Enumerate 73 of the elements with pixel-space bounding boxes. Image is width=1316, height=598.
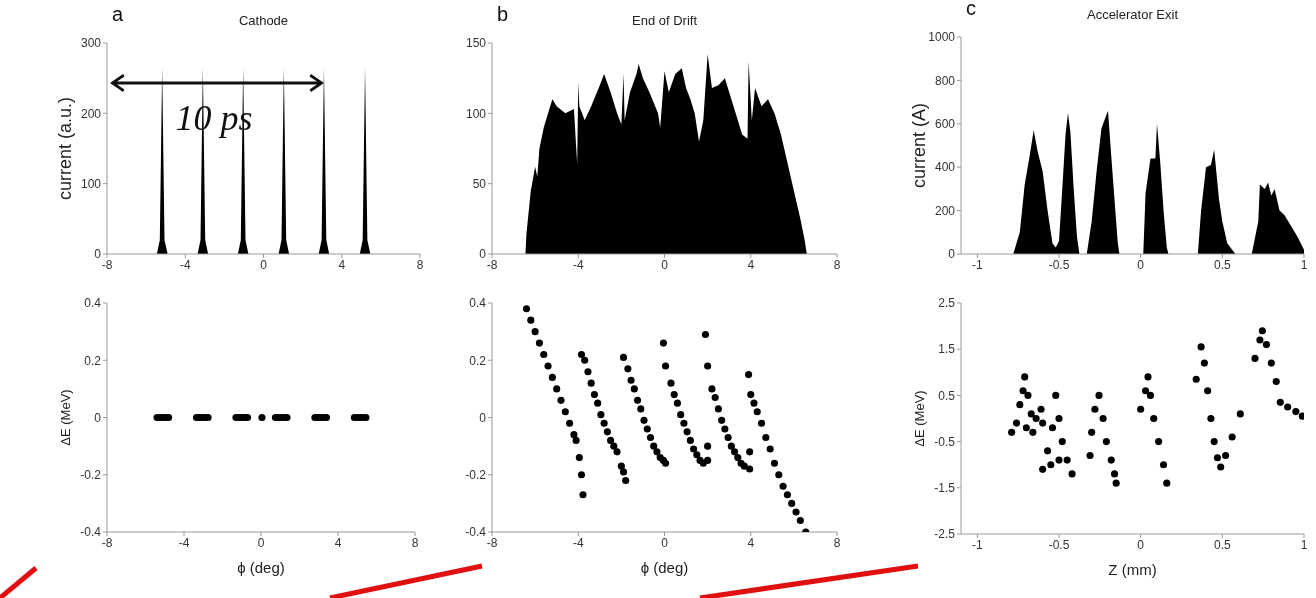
x-axis-title: ϕ (deg)	[640, 558, 689, 576]
y-axis-title: current (a.u.)	[55, 96, 76, 201]
x-tick-label: 4	[747, 535, 755, 550]
x-tick-label: 4	[338, 257, 346, 272]
y-axis-title: current (A)	[909, 102, 930, 189]
x-tick-label: 0	[257, 535, 265, 550]
y-tick-label: -2.5	[934, 527, 956, 542]
x-tick-label: -4	[178, 535, 190, 550]
x-tick-label: -1	[972, 257, 983, 272]
y-tick-label: 0	[479, 247, 487, 262]
chart-title: Accelerator Exit	[1086, 7, 1179, 22]
x-tick-label: -1	[972, 537, 983, 552]
y-tick-label: 0	[94, 247, 102, 262]
text: c	[966, 0, 976, 20]
y-tick-label: 0.4	[84, 296, 102, 311]
x-axis-title: ϕ (deg)	[237, 558, 285, 576]
x-tick-label: 0	[661, 257, 669, 272]
y-tick-label: -0.4	[465, 525, 487, 540]
text: a	[112, 3, 124, 26]
y-tick-label: -0.2	[465, 468, 487, 483]
y-tick-label: 0.4	[469, 296, 487, 311]
x-tick-label: -0.5	[1048, 537, 1070, 552]
y-tick-label: 800	[934, 73, 956, 88]
x-tick-label: 0.5	[1213, 537, 1231, 552]
y-tick-label: 0.2	[469, 353, 487, 368]
text: b	[497, 3, 509, 26]
x-tick-label: 8	[833, 535, 841, 550]
x-tick-label: -8	[101, 257, 113, 272]
x-tick-label: -4	[572, 257, 584, 272]
y-tick-label: -0.4	[80, 525, 102, 540]
y-axis-title: ΔE (MeV)	[57, 389, 73, 446]
y-tick-label: 0	[94, 410, 102, 425]
x-tick-label: -8	[486, 257, 498, 272]
x-tick-label: -0.5	[1048, 257, 1070, 272]
y-tick-label: 1000	[928, 30, 956, 45]
x-tick-label: 0.5	[1213, 257, 1231, 272]
x-tick-label: 4	[747, 257, 755, 272]
x-tick-label: -4	[179, 257, 191, 272]
y-tick-label: 2.5	[938, 296, 956, 311]
x-axis-title: Z (mm)	[1108, 560, 1157, 578]
x-tick-label: 8	[411, 535, 419, 550]
x-tick-label: 0	[260, 257, 268, 272]
y-tick-label: 150	[465, 36, 487, 51]
x-tick-label: 8	[833, 257, 841, 272]
x-tick-label: 1	[1300, 257, 1308, 272]
y-tick-label: 400	[934, 160, 956, 175]
y-tick-label: 0.2	[84, 353, 102, 368]
y-tick-label: 1.5	[938, 342, 956, 357]
chart-title: End of Drift	[631, 13, 698, 28]
y-axis-title: ΔE (MeV)	[911, 390, 927, 447]
y-tick-label: 0	[479, 410, 487, 425]
y-tick-label: -1.5	[934, 481, 956, 496]
y-tick-label: -0.2	[80, 468, 102, 483]
y-tick-label: 0.5	[938, 388, 956, 403]
x-tick-label: -8	[101, 535, 113, 550]
y-tick-label: 300	[80, 36, 102, 51]
x-tick-label: 8	[416, 257, 424, 272]
y-tick-label: 600	[934, 117, 956, 132]
x-tick-label: -8	[486, 535, 498, 550]
y-tick-label: -0.5	[934, 434, 956, 449]
y-tick-label: 0	[948, 247, 956, 262]
x-tick-label: 0	[661, 535, 669, 550]
y-tick-label: 100	[80, 176, 102, 191]
x-tick-label: -4	[572, 535, 584, 550]
y-tick-label: 50	[472, 176, 487, 191]
x-tick-label: 0	[1137, 537, 1145, 552]
chart-title: Cathode	[238, 13, 289, 28]
y-tick-label: 200	[934, 203, 956, 218]
y-tick-label: 100	[465, 106, 487, 121]
x-tick-label: 0	[1137, 257, 1145, 272]
y-tick-label: 200	[80, 106, 102, 121]
x-tick-label: 4	[334, 535, 342, 550]
x-tick-label: 1	[1300, 537, 1308, 552]
